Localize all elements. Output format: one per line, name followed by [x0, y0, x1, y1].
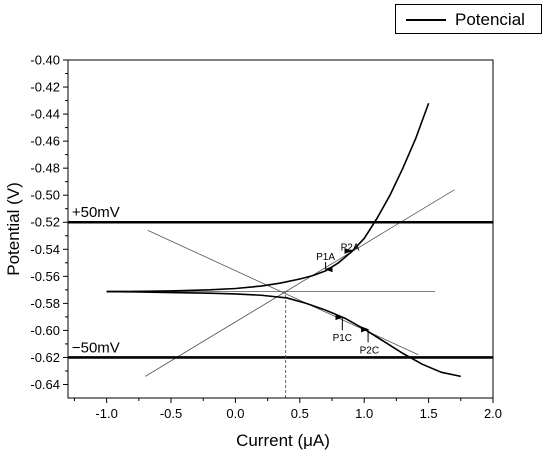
legend-label-potencial: Potencial: [455, 10, 525, 29]
y-tick-label: -0.56: [30, 269, 60, 284]
x-tick-label: -0.5: [160, 406, 182, 421]
y-tick-label: -0.48: [30, 161, 60, 176]
annotation-label: P1A: [316, 252, 335, 263]
y-tick-label: -0.50: [30, 188, 60, 203]
x-tick-label: 2.0: [484, 406, 502, 421]
x-tick-label: 0.5: [291, 406, 309, 421]
y-tick-label: -0.46: [30, 134, 60, 149]
annotation-label: P2A: [341, 243, 360, 254]
x-tick-label: 1.5: [420, 406, 438, 421]
y-tick-label: -0.60: [30, 323, 60, 338]
x-tick-label: 0.0: [226, 406, 244, 421]
x-axis-label: Current (μA): [236, 431, 330, 450]
legend-line-swatch: [406, 19, 446, 21]
y-tick-label: -0.54: [30, 242, 60, 257]
y-tick-label: -0.42: [30, 80, 60, 95]
x-axis: -1.0 -0.5 0.0 0.5 1.0 1.5 2.0: [73, 398, 502, 421]
series-line-anodic: [106, 102, 430, 293]
threshold-label: +50mV: [72, 204, 120, 221]
y-tick-label: -0.64: [30, 377, 60, 392]
y-tick-label: -0.52: [30, 215, 60, 230]
plot-frame: [67, 59, 494, 399]
y-axis-label: Potential (V): [4, 182, 23, 276]
tafel-line: [145, 189, 455, 377]
y-tick-label: -0.40: [30, 53, 60, 68]
x-tick-label: 1.0: [355, 406, 373, 421]
y-tick-label: -0.62: [30, 350, 60, 365]
annotation-label: P2C: [360, 345, 379, 356]
annotation-label: P1C: [333, 333, 352, 344]
y-tick-label: -0.44: [30, 107, 60, 122]
legend: Potencial: [395, 4, 542, 34]
y-tick-label: -0.58: [30, 296, 60, 311]
y-axis: -0.64 -0.62 -0.60 -0.58 -0.56 -0.54 -0.52 -0.50…: [30, 53, 68, 392]
threshold-label: −50mV: [72, 339, 120, 356]
series-line-cathodic: [106, 290, 461, 378]
x-tick-label: -1.0: [95, 406, 117, 421]
